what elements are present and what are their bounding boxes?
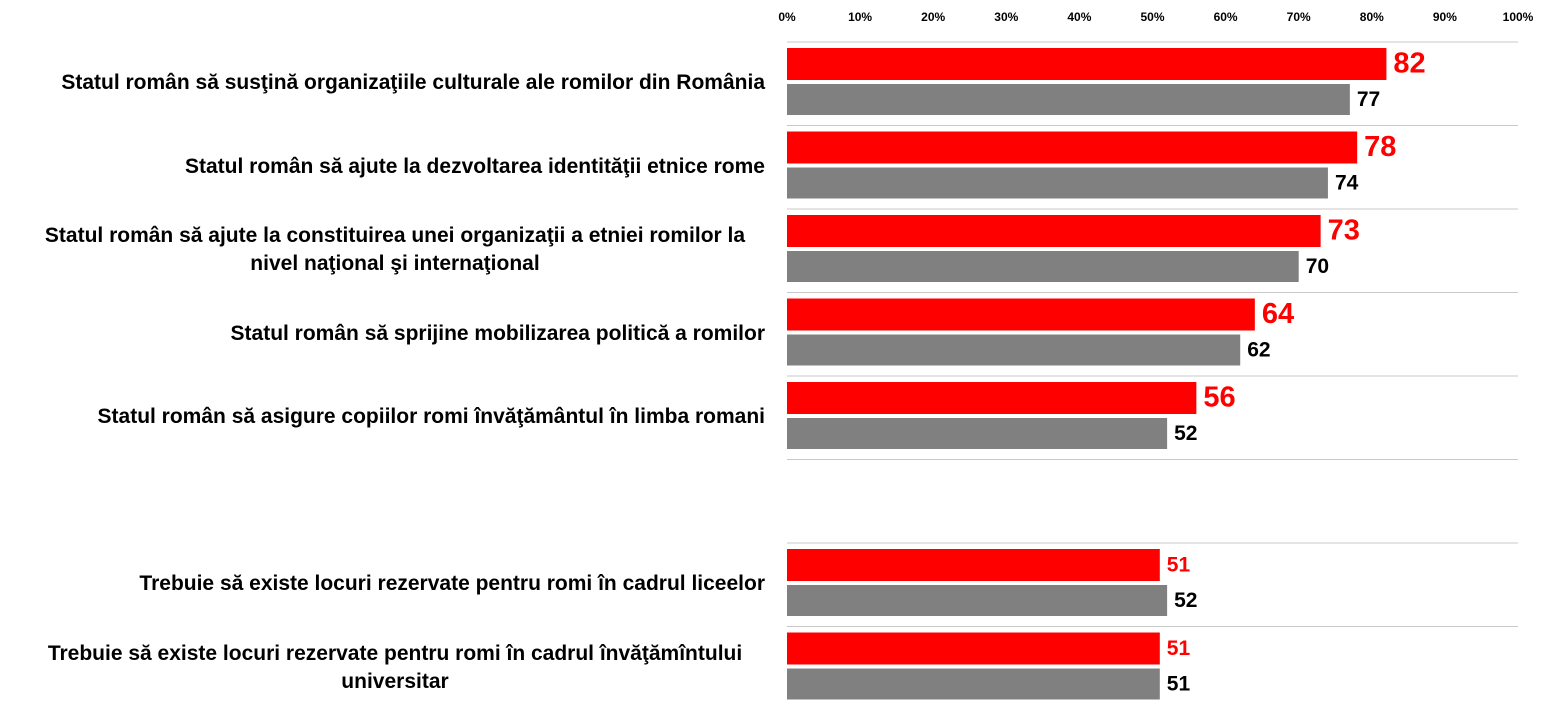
value-label: 51	[1167, 673, 1191, 696]
bar	[787, 418, 1168, 449]
value-label: 78	[1364, 131, 1396, 163]
x-tick-label: 100%	[1503, 10, 1534, 24]
category-label: Trebuie să existe locuri rezervate pentr…	[8, 631, 765, 705]
bar	[787, 382, 1197, 414]
value-label: 51	[1167, 554, 1191, 577]
x-tick-label: 70%	[1287, 10, 1311, 24]
value-label: 51	[1167, 637, 1191, 660]
value-label: 62	[1247, 339, 1270, 362]
value-label: 74	[1335, 172, 1359, 195]
value-label: 73	[1328, 215, 1360, 247]
bar	[787, 632, 1160, 665]
category-label: Statul român să sprijine mobilizarea pol…	[8, 297, 765, 371]
x-tick-label: 60%	[1214, 10, 1238, 24]
value-label: 56	[1203, 382, 1235, 414]
bar	[787, 167, 1328, 199]
category-text: Statul român să ajute la constituirea un…	[44, 224, 746, 275]
value-label: 70	[1306, 255, 1329, 278]
x-tick-label: 20%	[921, 10, 945, 24]
bar	[787, 48, 1387, 80]
bar	[787, 131, 1358, 164]
category-text: Statul român să asigure copiilor romi în…	[97, 405, 765, 428]
category-text: Statul român să susţină organizaţiile cu…	[61, 71, 765, 94]
bar	[787, 668, 1160, 700]
bar	[787, 549, 1160, 581]
category-label: Statul român să ajute la dezvoltarea ide…	[8, 130, 765, 204]
x-tick-label: 10%	[848, 10, 872, 24]
bar	[787, 334, 1241, 366]
x-tick-label: 40%	[1067, 10, 1091, 24]
category-label: Statul român să susţină organizaţiile cu…	[8, 46, 765, 120]
value-label: 82	[1393, 48, 1425, 80]
value-label: 64	[1262, 298, 1294, 330]
category-text: Statul român să sprijine mobilizarea pol…	[230, 321, 765, 345]
x-tick-label: 80%	[1360, 10, 1384, 24]
category-text: Trebuie să existe locuri rezervate pentr…	[139, 572, 765, 595]
bar	[787, 215, 1321, 247]
x-tick-label: 90%	[1433, 10, 1457, 24]
value-label: 52	[1174, 589, 1197, 612]
x-tick-label: 0%	[778, 10, 796, 24]
x-tick-label: 50%	[1140, 10, 1164, 24]
category-text: Statul român să ajute la dezvoltarea ide…	[184, 154, 765, 178]
value-label: 52	[1174, 422, 1197, 445]
bar	[787, 84, 1350, 115]
bar	[787, 298, 1255, 331]
category-text: Trebuie să existe locuri rezervate pentr…	[47, 641, 743, 693]
category-label: Statul român să asigure copiilor romi în…	[8, 380, 765, 454]
x-tick-label: 30%	[994, 10, 1018, 24]
bar	[787, 585, 1168, 616]
value-label: 77	[1357, 88, 1380, 111]
bar	[787, 251, 1299, 282]
category-label: Trebuie să existe locuri rezervate pentr…	[8, 547, 765, 621]
category-label: Statul român să ajute la constituirea un…	[8, 213, 765, 287]
